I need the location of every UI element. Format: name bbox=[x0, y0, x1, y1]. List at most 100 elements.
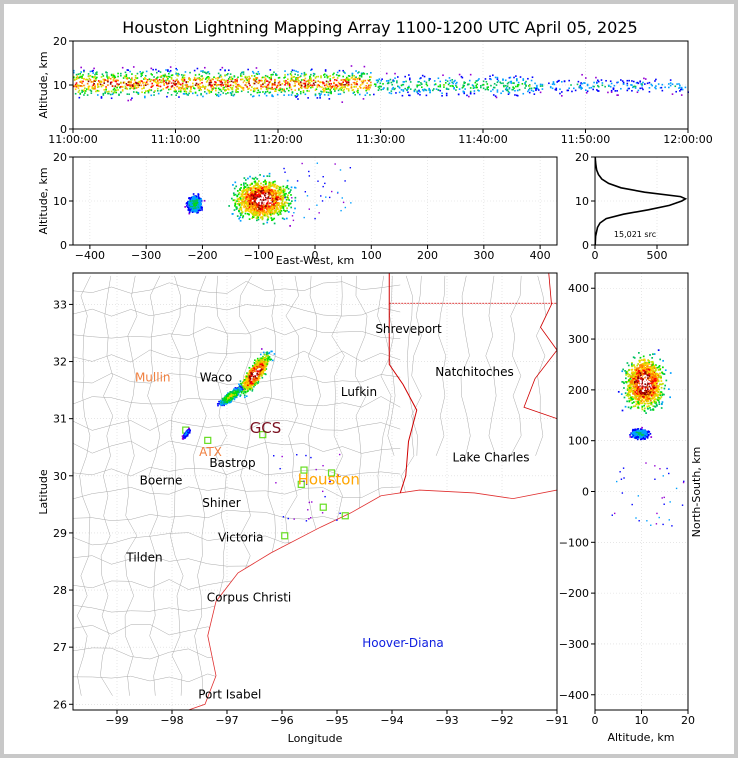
ew-altitude-source bbox=[281, 203, 284, 206]
ew-altitude-source bbox=[195, 198, 198, 201]
ew-altitude-source bbox=[280, 196, 282, 199]
plan-view-source bbox=[268, 358, 271, 360]
time-altitude-source bbox=[525, 85, 527, 87]
time-altitude-source bbox=[674, 85, 677, 88]
time-altitude-source bbox=[165, 86, 167, 89]
ew-altitude-source bbox=[264, 179, 267, 182]
ew-altitude-source bbox=[240, 206, 243, 209]
ew-altitude-source bbox=[247, 186, 250, 189]
time-altitude-source bbox=[180, 83, 182, 86]
time-altitude-source bbox=[154, 79, 156, 82]
ew-altitude-source bbox=[260, 204, 263, 207]
ew-altitude-source bbox=[247, 177, 249, 180]
time-altitude-source bbox=[583, 82, 585, 84]
time-altitude-source bbox=[408, 77, 411, 80]
time-altitude-source bbox=[350, 86, 353, 89]
time-altitude-source bbox=[341, 87, 344, 89]
time-altitude-source bbox=[608, 84, 610, 87]
ew-altitude-source bbox=[238, 198, 240, 200]
ew-altitude-source bbox=[253, 210, 256, 213]
time-altitude-source bbox=[287, 81, 289, 83]
ew-altitude-source bbox=[264, 187, 267, 189]
count-axis-tick-label: 500 bbox=[647, 249, 668, 262]
time-altitude-source bbox=[325, 74, 328, 77]
ew-altitude-source bbox=[246, 189, 248, 192]
time-altitude-source bbox=[527, 85, 530, 87]
time-altitude-source bbox=[129, 70, 131, 73]
time-altitude-source bbox=[278, 80, 281, 83]
time-altitude-source bbox=[132, 85, 134, 87]
lma-station bbox=[281, 532, 289, 540]
ew-altitude-source bbox=[197, 199, 199, 202]
parish-boundary bbox=[411, 275, 422, 456]
time-altitude-source bbox=[275, 86, 278, 89]
time-altitude-source bbox=[151, 74, 154, 76]
ew-altitude-source bbox=[194, 207, 197, 210]
time-altitude-source bbox=[206, 82, 209, 85]
ew-altitude-source bbox=[269, 185, 272, 188]
ew-altitude-source bbox=[263, 204, 266, 207]
ew-altitude-source bbox=[287, 211, 290, 213]
time-altitude-source bbox=[327, 91, 330, 94]
time-altitude-source bbox=[104, 91, 106, 93]
time-altitude-source bbox=[404, 75, 406, 78]
ew-altitude-source bbox=[192, 195, 194, 198]
ew-altitude-source bbox=[279, 213, 281, 215]
ew-altitude-source bbox=[289, 225, 291, 227]
ew-altitude-source bbox=[239, 219, 242, 222]
time-altitude-source bbox=[435, 88, 438, 90]
time-altitude-source bbox=[228, 76, 231, 79]
ew-altitude-source bbox=[240, 187, 242, 189]
time-altitude-source bbox=[596, 89, 598, 91]
time-altitude-source bbox=[249, 77, 251, 80]
time-altitude-source bbox=[496, 89, 499, 91]
time-altitude-source bbox=[330, 87, 332, 90]
time-altitude-source bbox=[344, 86, 346, 89]
time-altitude-source bbox=[163, 83, 166, 85]
ew-altitude-source bbox=[252, 195, 255, 197]
ew-altitude-source bbox=[248, 206, 251, 209]
time-altitude-source bbox=[240, 78, 243, 81]
time-altitude-source bbox=[596, 82, 598, 85]
time-altitude-source bbox=[90, 90, 93, 92]
time-altitude-source bbox=[168, 88, 170, 91]
ew-altitude-source bbox=[261, 197, 263, 200]
time-altitude-source bbox=[78, 76, 81, 79]
time-altitude-source bbox=[527, 77, 529, 80]
time-altitude-source bbox=[346, 76, 348, 79]
time-altitude-source bbox=[244, 75, 247, 78]
time-altitude-source bbox=[437, 85, 440, 88]
ew-altitude-outlier bbox=[341, 197, 343, 199]
ew-altitude-source bbox=[236, 195, 239, 198]
time-altitude-source bbox=[174, 91, 177, 93]
ew-altitude-source bbox=[238, 200, 240, 203]
time-altitude-source bbox=[311, 85, 313, 87]
ew-altitude-ylabel: Altitude, km bbox=[37, 167, 50, 234]
ew-altitude-source bbox=[191, 208, 194, 211]
time-altitude-source bbox=[243, 79, 246, 82]
time-altitude-source bbox=[126, 84, 129, 87]
time-altitude-source bbox=[521, 83, 524, 85]
time-altitude-source bbox=[153, 76, 155, 78]
time-altitude-source bbox=[254, 77, 257, 79]
ew-altitude-source bbox=[263, 206, 266, 209]
time-altitude-source bbox=[137, 93, 140, 95]
time-altitude-source bbox=[128, 93, 130, 96]
time-altitude-source bbox=[268, 77, 271, 79]
time-altitude-source bbox=[211, 89, 213, 92]
ew-altitude-source bbox=[247, 207, 249, 210]
time-altitude-source bbox=[367, 86, 369, 88]
time-altitude-source bbox=[90, 82, 93, 85]
ew-altitude-source bbox=[247, 193, 249, 196]
time-altitude-source bbox=[177, 75, 179, 77]
time-altitude-source bbox=[167, 85, 169, 88]
time-altitude-source bbox=[369, 76, 371, 78]
time-altitude-source bbox=[113, 87, 116, 90]
time-altitude-source bbox=[648, 81, 651, 84]
time-altitude-source bbox=[362, 80, 365, 83]
ew-altitude-outlier bbox=[318, 212, 320, 214]
time-altitude-source bbox=[193, 87, 196, 90]
time-altitude-source bbox=[482, 80, 485, 83]
ew-altitude-source bbox=[274, 189, 276, 192]
time-altitude-source bbox=[128, 77, 130, 79]
